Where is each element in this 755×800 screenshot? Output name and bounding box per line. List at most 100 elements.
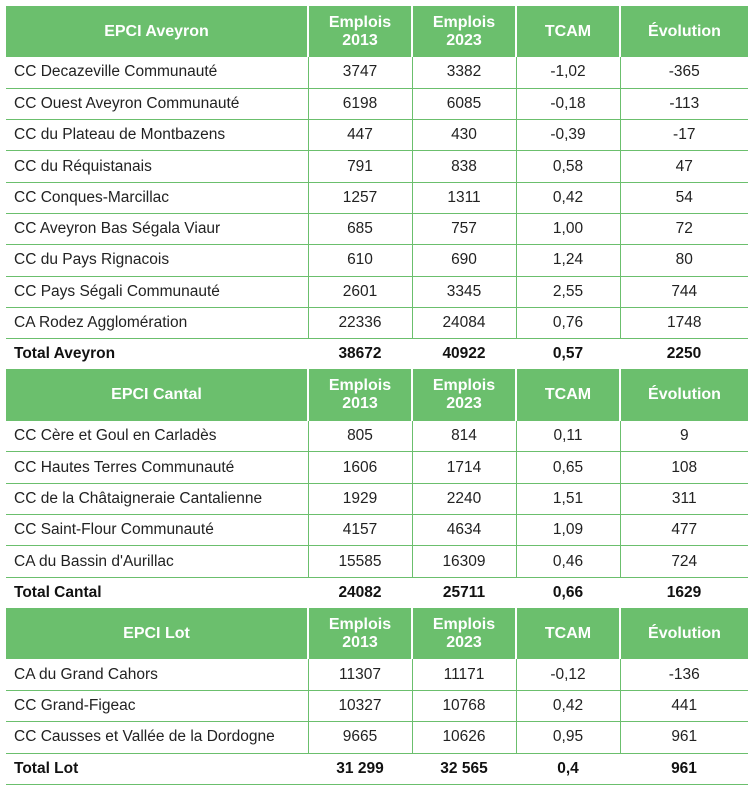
epci-name-cell: CC Aveyron Bas Ségala Viaur (6, 213, 309, 246)
emplois-2013-cell: 4157 (308, 514, 413, 547)
evolution-cell: 441 (620, 690, 748, 723)
evolution-cell: -113 (620, 88, 748, 121)
epci-name-cell: CC Hautes Terres Communauté (6, 451, 309, 484)
total-emplois-2013: 38672 (308, 338, 412, 371)
total-evolution: 1629 (620, 577, 748, 609)
total-evolution: 961 (620, 753, 748, 785)
emplois-2023-cell: 11171 (412, 659, 517, 691)
total-label: Total Cantal (6, 577, 308, 609)
column-header-tcam: TCAM (516, 608, 621, 660)
total-emplois-2023: 32 565 (412, 753, 516, 785)
tcam-cell: 2,55 (516, 276, 621, 308)
total-row: Total Lot 31 299 32 565 0,4 961 (6, 753, 748, 785)
evolution-cell: 72 (620, 213, 748, 246)
section-title: EPCI Aveyron (6, 6, 309, 57)
column-header-evolution: Évolution (620, 369, 748, 421)
column-header-emplois2013: Emplois 2013 (308, 608, 413, 660)
emplois-2023-cell: 16309 (412, 545, 517, 578)
table-row: CC du Pays Rignacois 610 690 1,24 80 (6, 244, 748, 277)
total-tcam: 0,4 (516, 753, 620, 785)
emplois-2013-cell: 610 (308, 244, 413, 277)
table-row: CC Aveyron Bas Ségala Viaur 685 757 1,00 72 (6, 213, 748, 246)
epci-name-cell: CC Grand-Figeac (6, 690, 309, 723)
emplois-2013-cell: 791 (308, 150, 413, 183)
tcam-cell: -0,39 (516, 119, 621, 152)
emplois-2023-cell: 838 (412, 150, 517, 183)
tcam-cell: 0,42 (516, 690, 621, 723)
emplois-2023-cell: 2240 (412, 483, 517, 516)
emplois-2013-cell: 1606 (308, 451, 413, 484)
epci-name-cell: CA du Bassin d'Aurillac (6, 545, 309, 578)
emplois-2013-cell: 6198 (308, 88, 413, 121)
total-emplois-2013: 31 299 (308, 753, 412, 785)
emplois-2023-cell: 1714 (412, 451, 517, 484)
section-header-row: EPCI Lot Emplois 2013 Emplois 2023 TCAM Évolut… (6, 608, 748, 660)
tcam-cell: 0,42 (516, 182, 621, 214)
epci-name-cell: CC Saint-Flour Communauté (6, 514, 309, 547)
total-tcam: 0,57 (516, 338, 620, 371)
emplois-2023-cell: 757 (412, 213, 517, 246)
column-header-tcam: TCAM (516, 369, 621, 421)
evolution-cell: -17 (620, 119, 748, 152)
total-label: Total Lot (6, 753, 308, 785)
column-header-evolution: Évolution (620, 608, 748, 660)
epci-name-cell: CC Causses et Vallée de la Dordogne (6, 721, 309, 754)
total-emplois-2023: 40922 (412, 338, 516, 371)
epci-name-cell: CC Cère et Goul en Carladès (6, 420, 309, 453)
tcam-cell: 0,76 (516, 307, 621, 340)
column-header-emplois2013: Emplois 2013 (308, 369, 413, 421)
table-row: CC Decazeville Communauté 3747 3382 -1,02 -3… (6, 57, 748, 89)
emplois-2023-cell: 690 (412, 244, 517, 277)
emplois-2013-cell: 2601 (308, 276, 413, 308)
epci-name-cell: CC Conques-Marcillac (6, 182, 309, 214)
emplois-2013-cell: 805 (308, 420, 413, 453)
table-row: CC Cère et Goul en Carladès 805 814 0,11 9 (6, 420, 748, 453)
evolution-cell: 108 (620, 451, 748, 484)
emplois-2013-cell: 685 (308, 213, 413, 246)
table-row: CC Ouest Aveyron Communauté 6198 6085 -0,18… (6, 88, 748, 121)
evolution-cell: 477 (620, 514, 748, 547)
tcam-cell: 1,09 (516, 514, 621, 547)
tcam-cell: -0,12 (516, 659, 621, 691)
evolution-cell: 1748 (620, 307, 748, 340)
emplois-2023-cell: 4634 (412, 514, 517, 547)
emplois-2023-cell: 430 (412, 119, 517, 152)
emplois-2013-cell: 22336 (308, 307, 413, 340)
table-row: CC Grand-Figeac 10327 10768 0,42 441 (6, 690, 748, 723)
emplois-2023-cell: 6085 (412, 88, 517, 121)
epci-name-cell: CC du Plateau de Montbazens (6, 119, 309, 152)
section-header-row: EPCI Aveyron Emplois 2013 Emplois 2023 TCAM Év… (6, 6, 748, 57)
epci-employment-table: EPCI Aveyron Emplois 2013 Emplois 2023 TCAM Év… (6, 6, 748, 785)
section-header-row: EPCI Cantal Emplois 2013 Emplois 2023 TCAM Évo… (6, 369, 748, 421)
section-title: EPCI Cantal (6, 369, 309, 421)
table-row: CA du Bassin d'Aurillac 15585 16309 0,46 724 (6, 545, 748, 578)
epci-name-cell: CC du Réquistanais (6, 150, 309, 183)
epci-name-cell: CC de la Châtaigneraie Cantalienne (6, 483, 309, 516)
tcam-cell: 0,58 (516, 150, 621, 183)
column-header-emplois2023: Emplois 2023 (412, 608, 517, 660)
evolution-cell: -136 (620, 659, 748, 691)
column-header-tcam: TCAM (516, 6, 621, 57)
evolution-cell: 9 (620, 420, 748, 453)
emplois-2023-cell: 24084 (412, 307, 517, 340)
emplois-2013-cell: 3747 (308, 57, 413, 89)
total-emplois-2023: 25711 (412, 577, 516, 609)
column-header-evolution: Évolution (620, 6, 748, 57)
column-header-emplois2013: Emplois 2013 (308, 6, 413, 57)
tcam-cell: 0,95 (516, 721, 621, 754)
table-row: CC de la Châtaigneraie Cantalienne 1929 22… (6, 483, 748, 516)
table-body: EPCI Aveyron Emplois 2013 Emplois 2023 TCAM Év… (6, 6, 748, 785)
table-row: CC Hautes Terres Communauté 1606 1714 0,65 1… (6, 451, 748, 484)
evolution-cell: 961 (620, 721, 748, 754)
emplois-2023-cell: 10626 (412, 721, 517, 754)
tcam-cell: 1,51 (516, 483, 621, 516)
emplois-2013-cell: 447 (308, 119, 413, 152)
emplois-2013-cell: 1929 (308, 483, 413, 516)
table-row: CA Rodez Agglomération 22336 24084 0,76 1748 (6, 307, 748, 340)
table-row: CC Saint-Flour Communauté 4157 4634 1,09 477 (6, 514, 748, 547)
emplois-2013-cell: 1257 (308, 182, 413, 214)
emplois-2023-cell: 3382 (412, 57, 517, 89)
epci-name-cell: CA Rodez Agglomération (6, 307, 309, 340)
emplois-2013-cell: 11307 (308, 659, 413, 691)
total-tcam: 0,66 (516, 577, 620, 609)
